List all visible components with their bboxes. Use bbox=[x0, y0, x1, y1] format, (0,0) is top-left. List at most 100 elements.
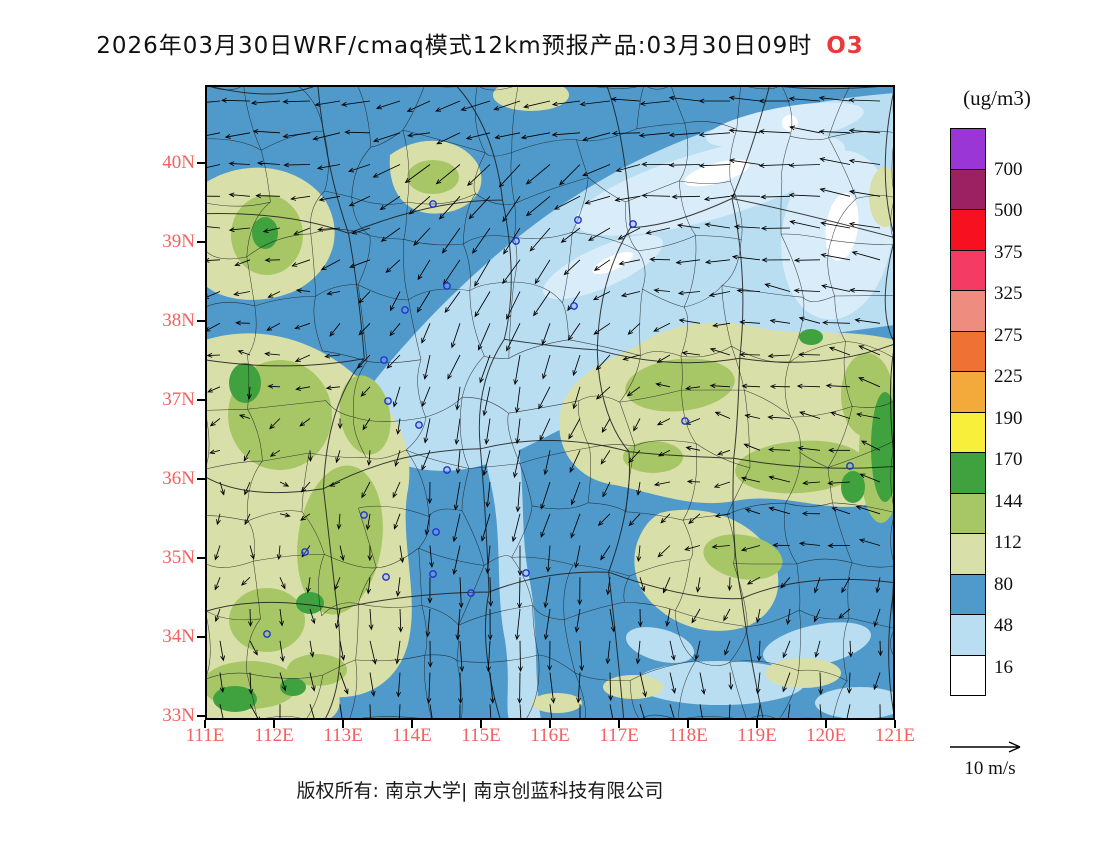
lat-tick bbox=[197, 162, 205, 164]
city-marker bbox=[522, 569, 530, 577]
contour-region bbox=[229, 588, 305, 652]
lat-tick bbox=[197, 241, 205, 243]
contour-region bbox=[252, 217, 278, 249]
city-marker bbox=[382, 573, 390, 581]
lat-tick bbox=[197, 478, 205, 480]
colorbar-segment bbox=[950, 654, 986, 696]
copyright-footer: 版权所有: 南京大学| 南京创蓝科技有限公司 bbox=[296, 780, 664, 802]
contour-region bbox=[684, 159, 750, 187]
contour-region bbox=[765, 658, 841, 688]
colorbar-segment bbox=[950, 209, 986, 251]
contour-region bbox=[782, 115, 798, 131]
lat-tick bbox=[197, 715, 205, 717]
contour-region bbox=[603, 675, 663, 699]
colorbar-tick-label: 700 bbox=[994, 158, 1023, 180]
contour-region bbox=[213, 686, 257, 712]
lat-label: 39N bbox=[162, 231, 195, 252]
city-marker bbox=[401, 306, 409, 314]
wind-reference-label: 10 m/s bbox=[964, 758, 1016, 779]
colorbar-labels: 16 48 80 112 144 170 190 225 275 325 375 500 700 bbox=[994, 128, 1054, 709]
city-marker bbox=[432, 528, 440, 536]
map-title: 2026年03月30日WRF/cmaq模式12km预报产品:03月30日09时 O… bbox=[0, 26, 960, 60]
colorbar-tick-label: 48 bbox=[994, 615, 1013, 636]
colorbar-segment bbox=[950, 168, 986, 210]
lon-tick bbox=[411, 720, 413, 728]
contour-region bbox=[493, 85, 569, 111]
colorbar-tick-label: 190 bbox=[994, 407, 1023, 429]
contour-region bbox=[799, 329, 823, 345]
lon-tick bbox=[894, 720, 896, 728]
lon-label: 117E bbox=[599, 725, 639, 746]
lat-label: 40N bbox=[162, 152, 195, 173]
colorbar-tick-label: 80 bbox=[994, 573, 1013, 595]
lon-label: 116E bbox=[530, 725, 570, 746]
city-marker bbox=[429, 570, 437, 578]
colorbar-tick-label: 112 bbox=[994, 532, 1022, 553]
colorbar-tick-label: 170 bbox=[994, 449, 1023, 470]
lon-label: 120E bbox=[805, 725, 847, 746]
lon-tick bbox=[825, 720, 827, 728]
lat-tick bbox=[197, 636, 205, 638]
contour-region bbox=[871, 392, 895, 502]
colorbar-segment bbox=[950, 330, 986, 372]
city-marker bbox=[443, 466, 451, 474]
city-marker bbox=[429, 200, 437, 208]
contour-region bbox=[280, 678, 306, 696]
contour-region bbox=[467, 317, 541, 720]
colorbar-segment bbox=[950, 573, 986, 615]
city-marker bbox=[629, 220, 637, 228]
lon-label: 119E bbox=[737, 725, 777, 746]
contour-region bbox=[296, 592, 324, 614]
city-markers bbox=[263, 200, 854, 638]
lon-label: 113E bbox=[323, 725, 363, 746]
colorbar-tick-label: 275 bbox=[994, 324, 1023, 346]
species-label: O3 bbox=[826, 33, 864, 59]
lon-label: 111E bbox=[185, 725, 225, 746]
lat-label: 36N bbox=[162, 468, 195, 489]
map-frame bbox=[205, 85, 895, 720]
city-marker bbox=[443, 282, 451, 290]
contour-region bbox=[841, 471, 865, 503]
lon-label: 115E bbox=[461, 725, 501, 746]
colorbar-segment bbox=[950, 411, 986, 453]
boundary-lines bbox=[205, 85, 895, 720]
colorbar-tick-label: 225 bbox=[994, 366, 1023, 387]
colorbar-tick-label: 16 bbox=[994, 656, 1013, 678]
forecast-map bbox=[205, 85, 895, 720]
contour-region bbox=[625, 358, 735, 412]
colorbar-segment bbox=[950, 128, 986, 170]
city-marker bbox=[846, 462, 854, 470]
lon-tick bbox=[342, 720, 344, 728]
lat-tick bbox=[197, 557, 205, 559]
lat-label: 33N bbox=[162, 705, 195, 726]
lat-label: 37N bbox=[162, 389, 195, 410]
contour-region bbox=[229, 363, 261, 403]
contour-region bbox=[623, 441, 683, 473]
colorbar-tick-label: 325 bbox=[994, 283, 1023, 304]
colorbar-segment bbox=[950, 249, 986, 291]
lat-label: 35N bbox=[162, 547, 195, 568]
city-marker bbox=[263, 630, 271, 638]
contour-region bbox=[703, 534, 783, 580]
colorbar-segment bbox=[950, 614, 986, 656]
lon-tick bbox=[204, 720, 206, 728]
colorbar-segment bbox=[950, 290, 986, 332]
lon-tick bbox=[687, 720, 689, 728]
lon-label: 114E bbox=[392, 725, 432, 746]
city-marker bbox=[384, 397, 392, 405]
city-marker bbox=[570, 302, 578, 310]
city-marker bbox=[380, 356, 388, 364]
lat-tick bbox=[197, 399, 205, 401]
contour-region bbox=[297, 465, 383, 615]
city-marker bbox=[574, 216, 582, 224]
title-text: 2026年03月30日WRF/cmaq模式12km预报产品:03月30日09时 bbox=[96, 33, 813, 59]
lon-tick bbox=[549, 720, 551, 728]
lon-label: 112E bbox=[254, 725, 294, 746]
colorbar-units-label: (ug/m3) bbox=[963, 86, 1031, 110]
city-marker bbox=[512, 237, 520, 245]
contour-region bbox=[339, 375, 391, 455]
colorbar-segment bbox=[950, 371, 986, 413]
colorbar-segment bbox=[950, 492, 986, 534]
o3-filled-contours bbox=[205, 85, 895, 720]
